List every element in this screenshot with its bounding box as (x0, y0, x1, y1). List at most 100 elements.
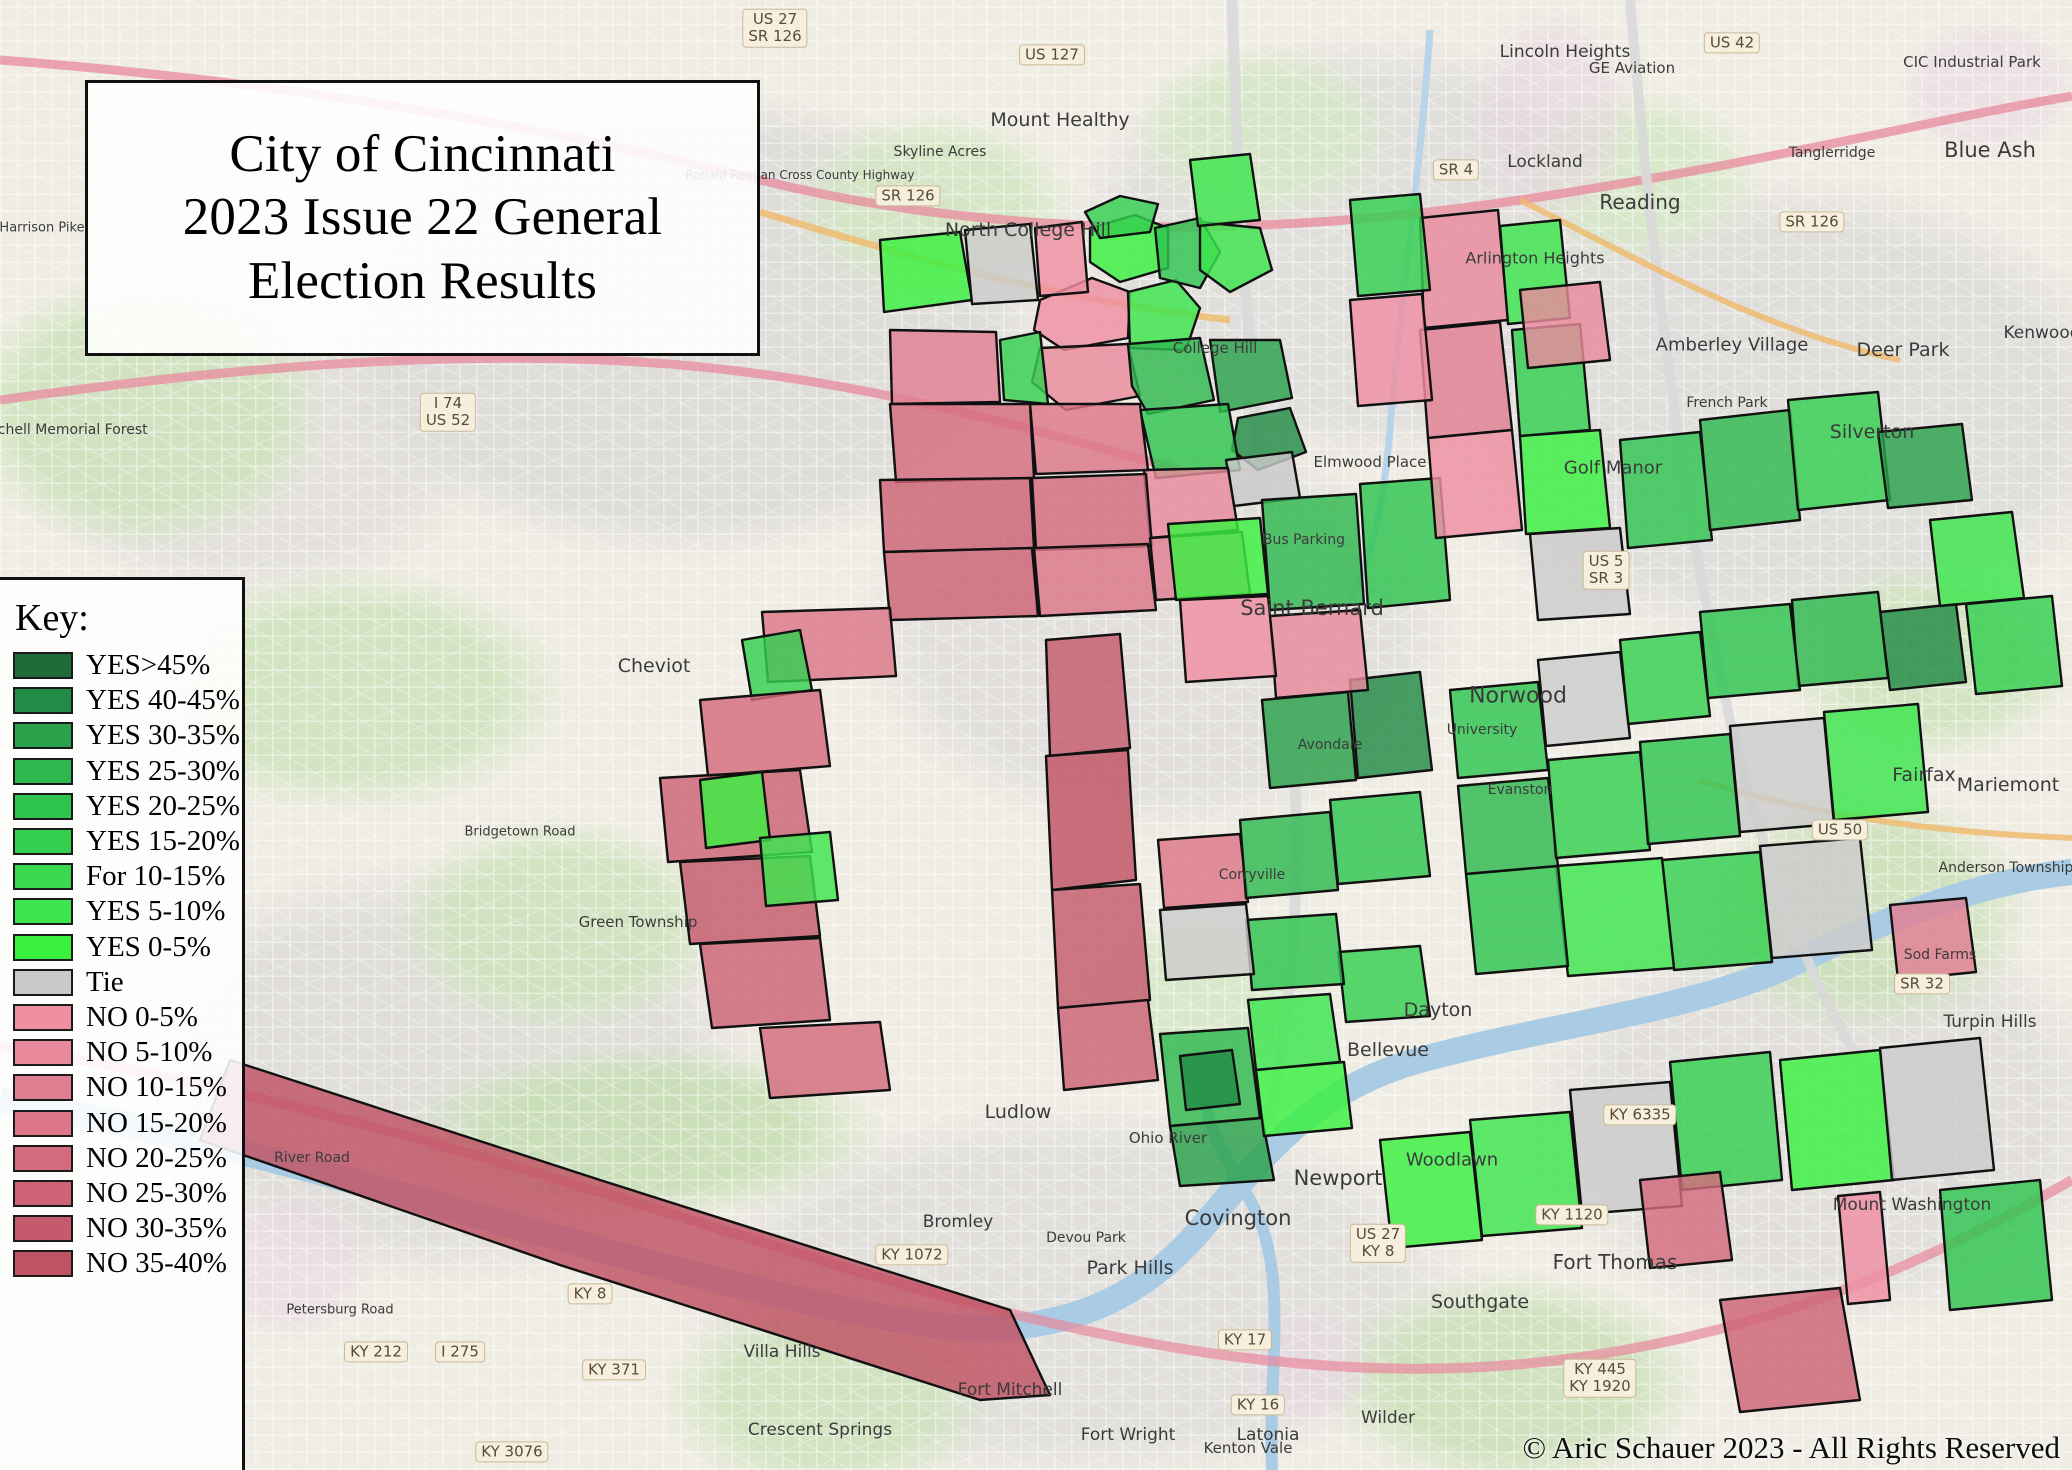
legend-swatch (13, 757, 73, 785)
precinct-polygon (1033, 220, 1090, 298)
road-us42 (1518, 197, 1901, 363)
highway-shield: KY 8 (567, 1283, 613, 1305)
highway-shield: KY 371 (582, 1359, 646, 1381)
precinct-polygon (1786, 390, 1892, 512)
precinct-polygon (1928, 510, 2026, 608)
legend-item-label: NO 0-5% (86, 1000, 198, 1033)
precinct-polygon (1050, 882, 1152, 1010)
precinct-polygon (1938, 1178, 2054, 1312)
legend-item-label: NO 35-40% (86, 1247, 227, 1280)
legend-item: NO 10-15% (13, 1070, 242, 1105)
highway-shield: KY 1072 (875, 1244, 949, 1266)
precinct-polygon (1166, 516, 1270, 602)
legend-item-label: NO 5-10% (86, 1036, 213, 1069)
precinct-polygon (1546, 750, 1652, 860)
legend-item: NO 5-10% (13, 1035, 242, 1070)
legend-item-label: NO 30-35% (86, 1212, 227, 1245)
precinct-polygon (1876, 422, 1974, 510)
legend-item: YES 40-45% (13, 683, 242, 718)
legend-item-label: NO 25-30% (86, 1176, 227, 1209)
precinct-polygon (1168, 1116, 1276, 1188)
precinct-polygon (1418, 320, 1514, 440)
precinct-polygon (1178, 594, 1278, 684)
precinct-polygon (1044, 632, 1132, 758)
precinct-polygon (1878, 602, 1968, 692)
highway-shield: KY 16 (1230, 1394, 1286, 1416)
precinct-polygon (1188, 152, 1262, 228)
precinct-polygon (198, 1058, 1052, 1402)
legend-item-label: YES 5-10% (86, 895, 226, 928)
precinct-polygon (1778, 1048, 1896, 1192)
highway-shield: I 74 US 52 (419, 392, 477, 432)
precinct-polygon (1554, 856, 1676, 978)
legend-item: YES 0-5% (13, 930, 242, 965)
precinct-polygon (1456, 776, 1560, 876)
legend-swatch (13, 687, 73, 715)
highway-shield: KY 3076 (475, 1441, 549, 1463)
legend-swatch (13, 828, 73, 856)
precinct-polygon (1126, 336, 1216, 416)
precinct-polygon (1028, 402, 1150, 476)
precinct-polygon (1888, 896, 1978, 982)
legend-item: NO 25-30% (13, 1176, 242, 1211)
precinct-polygon (882, 546, 1040, 622)
legend-swatch (13, 1215, 73, 1243)
legend-swatch (13, 1109, 73, 1137)
precinct-polygon (1448, 680, 1550, 780)
precinct-polygon (1358, 476, 1452, 610)
precinct-polygon (1536, 650, 1632, 748)
precinct-polygon (888, 328, 1002, 406)
legend-item: YES 15-20% (13, 824, 242, 859)
legend-item-label: YES 30-35% (86, 719, 240, 752)
precinct-polygon (963, 222, 1040, 306)
highway-shield: I 275 (435, 1341, 485, 1363)
legend-item: Tie (13, 965, 242, 1000)
legend-item-label: Tie (86, 965, 124, 998)
precinct-polygon (1178, 1048, 1242, 1112)
precinct-polygon (1698, 602, 1802, 700)
precinct-polygon (998, 330, 1050, 406)
legend-swatch (13, 1074, 73, 1102)
highway-shield: US 50 (1811, 819, 1869, 841)
legend-swatch (13, 898, 73, 926)
precinct-polygon (1638, 1170, 1734, 1270)
legend-swatch (13, 863, 73, 891)
legend-item-label: NO 10-15% (86, 1071, 227, 1104)
legend-item-label: NO 15-20% (86, 1106, 227, 1139)
legend-swatch (13, 1039, 73, 1067)
legend-item: For 10-15% (13, 859, 242, 894)
precinct-polygon (1336, 944, 1432, 1024)
precinct-polygon (1836, 1190, 1892, 1306)
legend-swatch (13, 1250, 73, 1278)
precinct-polygon (1618, 430, 1714, 550)
precinct-polygon (698, 770, 772, 850)
legend-item-label: NO 20-25% (86, 1141, 227, 1174)
highway-shield: US 5 SR 3 (1582, 550, 1630, 590)
legend-item: YES 20-25% (13, 789, 242, 824)
precinct-polygon (1348, 292, 1434, 408)
precinct-polygon (1208, 338, 1294, 414)
highway-shield: KY 212 (344, 1341, 408, 1363)
precinct-polygon (1156, 832, 1250, 910)
precinct-polygon (1030, 472, 1154, 552)
legend-item-label: YES 20-25% (86, 789, 240, 822)
precinct-polygon (1246, 992, 1342, 1072)
precinct-polygon (1728, 716, 1836, 834)
legend-item: NO 20-25% (13, 1141, 242, 1176)
map-title-line-1: City of Cincinnati (229, 124, 616, 183)
precinct-polygon (1126, 278, 1202, 352)
legend-item-list: YES>45% YES 40-45% YES 30-35% YES 25-30% YES… (13, 648, 242, 1281)
map-title-box: City of Cincinnati 2023 Issue 22 General… (85, 80, 760, 356)
legend-item-label: YES 40-45% (86, 684, 240, 717)
legend-swatch (13, 722, 73, 750)
highway-shield: US 27 SR 126 (742, 8, 808, 48)
precinct-polygon (1638, 732, 1742, 846)
legend-item-label: YES 0-5% (86, 930, 211, 963)
precinct-polygon (1158, 902, 1256, 982)
legend-swatch (13, 1144, 73, 1172)
highway-shield: KY 6335 (1603, 1104, 1677, 1126)
legend-item: YES 30-35% (13, 718, 242, 753)
highway-shield: US 27 KY 8 (1349, 1223, 1407, 1263)
map-title-line-2: 2023 Issue 22 General (182, 188, 663, 247)
